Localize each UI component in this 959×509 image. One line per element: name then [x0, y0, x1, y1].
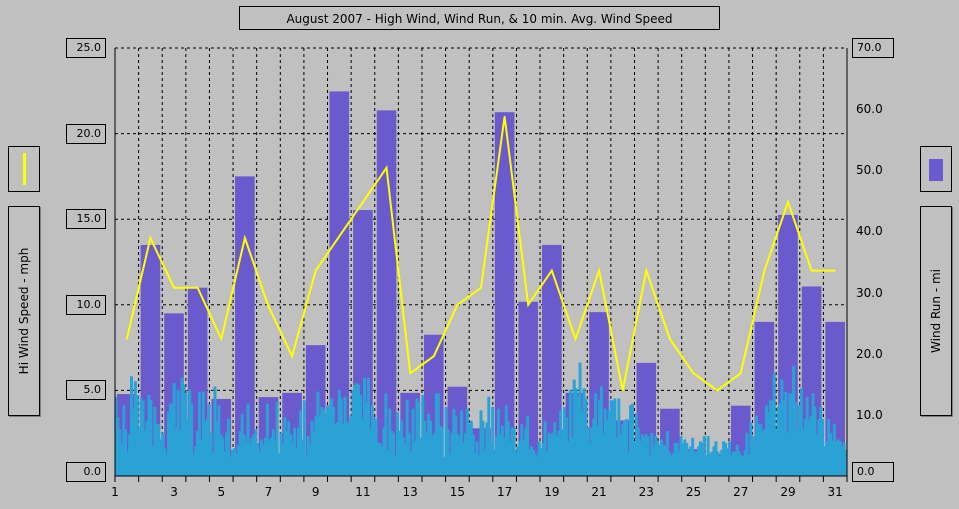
- hi-wind-speed-point: [551, 269, 553, 272]
- right-tick-label: 40.0: [856, 224, 883, 239]
- right-tick-label: 30.0: [856, 285, 883, 300]
- hi-wind-speed-point: [456, 304, 458, 306]
- x-tick-label: 31: [828, 485, 843, 499]
- hi-wind-speed-point: [669, 338, 671, 340]
- left-tick-label: 10.0: [66, 294, 106, 315]
- x-tick-label: 29: [780, 485, 795, 499]
- hi-wind-speed-point: [385, 167, 388, 169]
- hi-wind-speed-series: [125, 115, 836, 392]
- right-tick-label: 10.0: [856, 407, 883, 422]
- hi-wind-speed-point: [740, 372, 742, 374]
- legend-hi-wind: [8, 146, 40, 192]
- hi-wind-speed-point: [267, 305, 270, 308]
- hi-wind-speed-point: [244, 237, 246, 239]
- x-tick-label: 25: [686, 485, 701, 499]
- right-axis-label: Wind Run - mi: [929, 269, 943, 353]
- hi-wind-speed-point: [716, 389, 718, 391]
- right-tick-label: 70.0: [852, 38, 894, 58]
- wind-run-bar: [329, 91, 350, 476]
- hi-wind-speed-point: [362, 201, 364, 203]
- hi-wind-speed-point: [291, 355, 293, 357]
- hi-wind-speed-point: [527, 304, 529, 306]
- wind-run-bar: [542, 244, 562, 476]
- hi-wind-speed-point: [645, 269, 647, 272]
- legend-line-swatch: [23, 153, 26, 185]
- left-tick-label: 0.0: [66, 462, 106, 482]
- wind-run-bar: [235, 176, 255, 476]
- right-axis-label-box: Wind Run - mi: [920, 206, 952, 416]
- chart-title: August 2007 - High Wind, Wind Run, & 10 …: [239, 6, 720, 30]
- hi-wind-speed-point: [409, 372, 411, 374]
- right-tick-label: 60.0: [856, 102, 883, 117]
- hi-wind-speed-point: [220, 338, 222, 340]
- x-tick-label: 7: [265, 485, 273, 499]
- x-axis: 1 3 5 7 9 11 13 15 17 19 21 23 25 27 29 31: [111, 48, 848, 499]
- wind-run-bar: [494, 112, 515, 476]
- left-tick-label: 25.0: [66, 38, 106, 58]
- hi-wind-speed-point: [622, 389, 624, 391]
- hi-wind-speed-point: [692, 372, 695, 374]
- x-tick-label: 21: [591, 485, 606, 499]
- x-tick-label: 13: [403, 485, 418, 499]
- left-tick-label: 5.0: [66, 380, 106, 401]
- hi-wind-speed-point: [197, 287, 199, 289]
- legend-wind-run: [920, 146, 952, 192]
- x-tick-label: 17: [497, 485, 512, 499]
- left-axis-label-box: Hi Wind Speed - mph: [8, 206, 40, 416]
- legend-bar-swatch: [929, 159, 943, 181]
- hi-wind-speed-point: [787, 201, 789, 203]
- hi-wind-speed-point: [433, 355, 435, 357]
- wind-run-bar: [518, 301, 539, 476]
- hi-wind-speed-point: [480, 287, 482, 289]
- hi-wind-speed-point: [315, 269, 317, 272]
- hi-wind-speed-point: [574, 338, 577, 340]
- x-tick-label: 23: [639, 485, 654, 499]
- hi-wind-speed-point: [338, 235, 340, 237]
- x-tick-label: 9: [312, 485, 320, 499]
- x-tick-label: 15: [450, 485, 465, 499]
- x-tick-label: 27: [733, 485, 748, 499]
- hi-wind-speed-point: [810, 269, 813, 272]
- hi-wind-speed-point: [126, 338, 128, 340]
- avg-wind-speed-series: [114, 362, 848, 476]
- x-tick-label: 1: [111, 485, 119, 499]
- x-tick-label: 11: [355, 485, 370, 499]
- hi-wind-speed-point: [149, 237, 152, 239]
- left-axis-label: Hi Wind Speed - mph: [17, 247, 31, 375]
- avg-wind-speed-area: [114, 362, 848, 476]
- right-tick-label: 20.0: [856, 346, 883, 361]
- hi-wind-speed-point: [173, 287, 175, 289]
- left-tick-label: 20.0: [66, 123, 106, 144]
- left-tick-label: 15.0: [66, 209, 106, 230]
- x-tick-label: 3: [170, 485, 178, 499]
- right-tick-label: 0.0: [852, 462, 894, 482]
- hi-wind-speed-point: [834, 269, 836, 272]
- right-tick-label: 50.0: [856, 163, 883, 178]
- x-tick-label: 5: [217, 485, 225, 499]
- hi-wind-speed-point: [598, 269, 600, 272]
- wind-run-bar: [376, 110, 397, 476]
- hi-wind-speed-point: [763, 269, 765, 272]
- x-tick-label: 19: [544, 485, 559, 499]
- hi-wind-speed-point: [504, 115, 506, 118]
